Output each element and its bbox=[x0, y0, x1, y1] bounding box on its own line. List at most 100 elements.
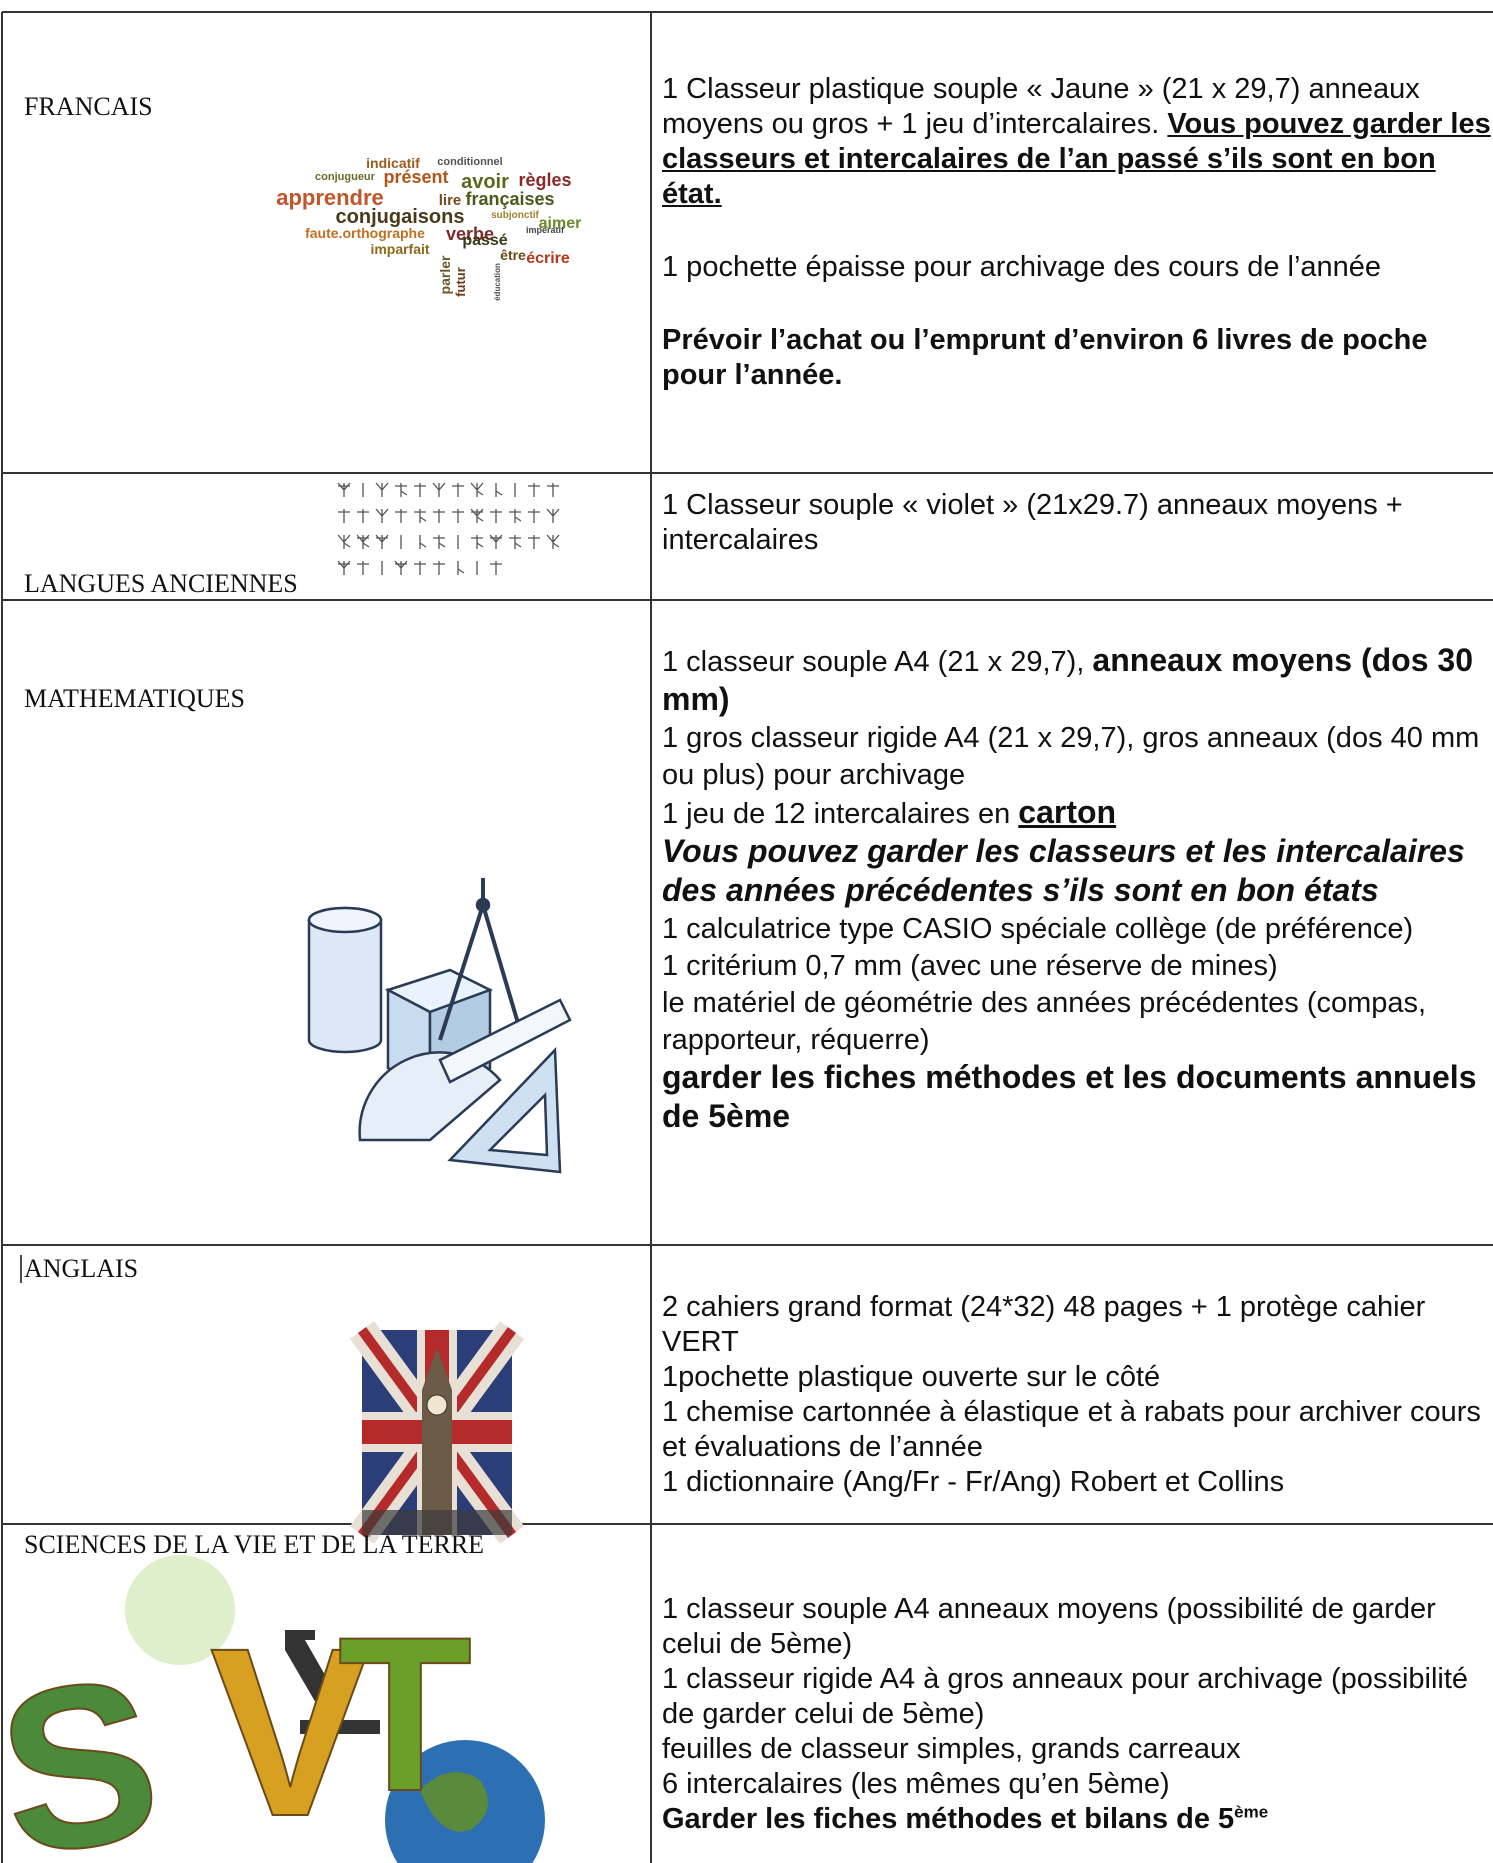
glyph bbox=[337, 560, 351, 575]
glyph bbox=[433, 535, 446, 549]
glyph bbox=[414, 509, 427, 523]
cloud-word: être bbox=[500, 247, 526, 263]
cloud-word: conjugaisons bbox=[336, 206, 465, 228]
text-run: Vous pouvez garder les classeurs et les … bbox=[662, 833, 1465, 908]
glyph bbox=[490, 509, 502, 523]
cloud-word: présent bbox=[383, 167, 448, 187]
glyph bbox=[337, 482, 351, 497]
text-run: 1 classeur souple A4 (21 x 29,7), bbox=[662, 646, 1093, 678]
cloud-word: écrire bbox=[526, 250, 570, 267]
content-cell: 1 classeur souple A4 (21 x 29,7), anneau… bbox=[662, 642, 1491, 1137]
glyph bbox=[528, 483, 540, 497]
glyph bbox=[546, 534, 560, 549]
svt-letter: T bbox=[338, 1591, 472, 1837]
text-run: le matériel de géométrie des années préc… bbox=[662, 987, 1427, 1056]
text-run: 1 gros classeur rigide A4 (21 x 29,7), g… bbox=[662, 722, 1480, 791]
cloud-word: faute.orthographe bbox=[305, 225, 425, 241]
text-run: 1 Classeur plastique souple « Jaune » (2… bbox=[662, 73, 1420, 140]
item: feuilles de classeur simples, grands car… bbox=[662, 1732, 1491, 1767]
glyph bbox=[414, 561, 426, 575]
content-cell: 1 Classeur plastique souple « Jaune » (2… bbox=[662, 72, 1491, 393]
ancient-script-image bbox=[337, 482, 560, 575]
content-cell: 2 cahiers grand format (24*32) 48 pages … bbox=[662, 1290, 1491, 1500]
word-cloud-image: indicatif conditionnel conjugueur présent av… bbox=[276, 155, 581, 301]
glyph bbox=[419, 535, 427, 549]
item: 1 classeur rigide A4 à gros anneaux pour… bbox=[662, 1662, 1491, 1732]
glyph bbox=[495, 483, 503, 497]
glyph bbox=[546, 508, 560, 523]
svt-letter: S bbox=[0, 1628, 173, 1863]
text-run: garder les fiches méthodes et les docume… bbox=[662, 1059, 1477, 1134]
item: 2 cahiers grand format (24*32) 48 pages … bbox=[662, 1290, 1491, 1360]
text-run: Garder les fiches méthodes et bilans de … bbox=[662, 1803, 1235, 1835]
text-run: 1 chemise cartonnée à élastique et à rab… bbox=[662, 1396, 1481, 1463]
cloud-word: parler bbox=[437, 255, 453, 294]
cloud-word: imparfait bbox=[370, 241, 429, 257]
glyph bbox=[509, 509, 522, 523]
item: le matériel de géométrie des années préc… bbox=[662, 985, 1491, 1059]
item: Prévoir l’achat ou l’emprunt d’environ 6… bbox=[662, 323, 1491, 393]
glyph bbox=[489, 534, 503, 549]
cloud-word: passé bbox=[462, 232, 507, 249]
cloud-word: conjugueur bbox=[315, 171, 376, 183]
glyph bbox=[470, 482, 484, 497]
geometry-image bbox=[307, 878, 572, 1174]
glyph bbox=[395, 509, 407, 523]
cloud-word: aimer bbox=[539, 215, 582, 232]
item: Garder les fiches méthodes et bilans de … bbox=[662, 1802, 1491, 1837]
cloud-word: lire bbox=[439, 192, 462, 209]
item: 6 intercalaires (les mêmes qu’en 5ème) bbox=[662, 1767, 1491, 1802]
glyph bbox=[547, 483, 559, 497]
cloud-word: futur bbox=[453, 267, 468, 297]
text-run: 1 classeur rigide A4 à gros anneaux pour… bbox=[662, 1663, 1469, 1730]
glyph bbox=[528, 509, 540, 523]
item: 1 classeur souple A4 (21 x 29,7), anneau… bbox=[662, 642, 1491, 720]
cloud-word: impératif bbox=[526, 225, 565, 235]
item: 1 jeu de 12 intercalaires en carton bbox=[662, 794, 1491, 833]
text-run: carton bbox=[1018, 794, 1117, 830]
item: 1 calculatrice type CASIO spéciale collè… bbox=[662, 911, 1491, 948]
text-run: 1 pochette épaisse pour archivage des co… bbox=[662, 251, 1382, 283]
text-run: 1 dictionnaire (Ang/Fr - Fr/Ang) Robert … bbox=[662, 1466, 1285, 1498]
glyph bbox=[470, 508, 484, 523]
glyph bbox=[433, 509, 445, 523]
cloud-word: règles bbox=[518, 170, 571, 190]
glyph bbox=[375, 482, 389, 497]
glyph bbox=[414, 483, 426, 497]
item: 1 critérium 0,7 mm (avec une réserve de … bbox=[662, 948, 1491, 985]
glyph bbox=[509, 535, 522, 549]
item: 1pochette plastique ouverte sur le côté bbox=[662, 1360, 1491, 1395]
glyph bbox=[528, 535, 540, 549]
cloud-word: verbe bbox=[446, 224, 494, 244]
text-run: feuilles de classeur simples, grands car… bbox=[662, 1733, 1241, 1765]
svt-letter: V bbox=[210, 1598, 370, 1863]
glyph bbox=[433, 561, 445, 575]
glyph bbox=[457, 561, 465, 575]
item: 1 chemise cartonnée à élastique et à rab… bbox=[662, 1395, 1491, 1465]
text-run: ème bbox=[726, 1098, 791, 1134]
cloud-word: indicatif bbox=[366, 155, 420, 171]
glyph bbox=[375, 508, 389, 523]
item: 1 Classeur plastique souple « Jaune » (2… bbox=[662, 72, 1491, 212]
cloud-word: subjonctif bbox=[491, 210, 539, 221]
cloud-word: conditionnel bbox=[437, 156, 502, 168]
text-run: 1 Classeur souple « violet » (21x29.7) a… bbox=[662, 489, 1403, 556]
item: garder les fiches méthodes et les docume… bbox=[662, 1059, 1491, 1137]
flag-image bbox=[349, 1321, 525, 1544]
text-run: 1 jeu de 12 intercalaires en bbox=[662, 798, 1019, 830]
subject-label: ANGLAIS bbox=[24, 1254, 139, 1283]
glyph bbox=[471, 535, 484, 549]
glyph bbox=[452, 509, 464, 523]
subject-label: SCIENCES DE LA VIE ET DE LA TERRE bbox=[24, 1530, 485, 1559]
glyph bbox=[356, 534, 370, 549]
table-borders bbox=[1, 11, 1493, 1863]
item: 1 pochette épaisse pour archivage des co… bbox=[662, 250, 1491, 285]
cloud-word: éducation bbox=[493, 263, 502, 301]
text-run: anneaux moyens (dos 30 mm) bbox=[662, 642, 1473, 717]
item: 1 classeur souple A4 anneaux moyens (pos… bbox=[662, 1592, 1491, 1662]
cloud-word: avoir bbox=[461, 171, 509, 193]
content-cell: 1 classeur souple A4 anneaux moyens (pos… bbox=[662, 1592, 1491, 1837]
text-run: 6 intercalaires (les mêmes qu’en 5ème) bbox=[662, 1768, 1170, 1800]
